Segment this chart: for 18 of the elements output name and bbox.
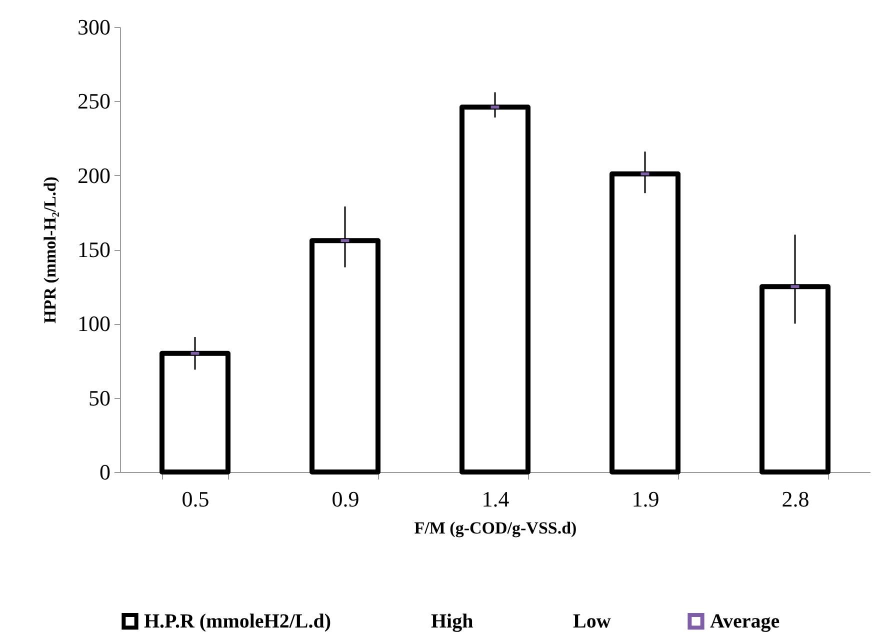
x-tick-label: 2.8	[782, 486, 810, 512]
y-tick-label: 250	[78, 88, 110, 114]
y-tick-label: 50	[88, 385, 110, 410]
x-tick-label: 0.5	[182, 486, 210, 512]
text: High	[431, 610, 474, 632]
y-axis-title: HPR (mmol-H₂/L.d)	[40, 176, 60, 324]
y-tick-label: 300	[78, 14, 110, 40]
legend-label: H.P.R (mmoleH2/L.d)	[144, 610, 332, 632]
x-tick-label: 1.4	[482, 486, 510, 512]
y-tick-label: 150	[78, 237, 110, 262]
y-tick-label: 200	[78, 162, 110, 188]
x-tick-label: 0.9	[332, 486, 360, 512]
y-tick-label: 100	[78, 311, 110, 336]
y-tick-label: 0	[100, 460, 110, 484]
text: Low	[573, 610, 612, 632]
x-tick-label: 1.9	[632, 486, 660, 512]
x-axis-title: F/M (g-COD/g-VSS.d)	[414, 518, 577, 538]
legend-label: Average	[710, 610, 780, 632]
